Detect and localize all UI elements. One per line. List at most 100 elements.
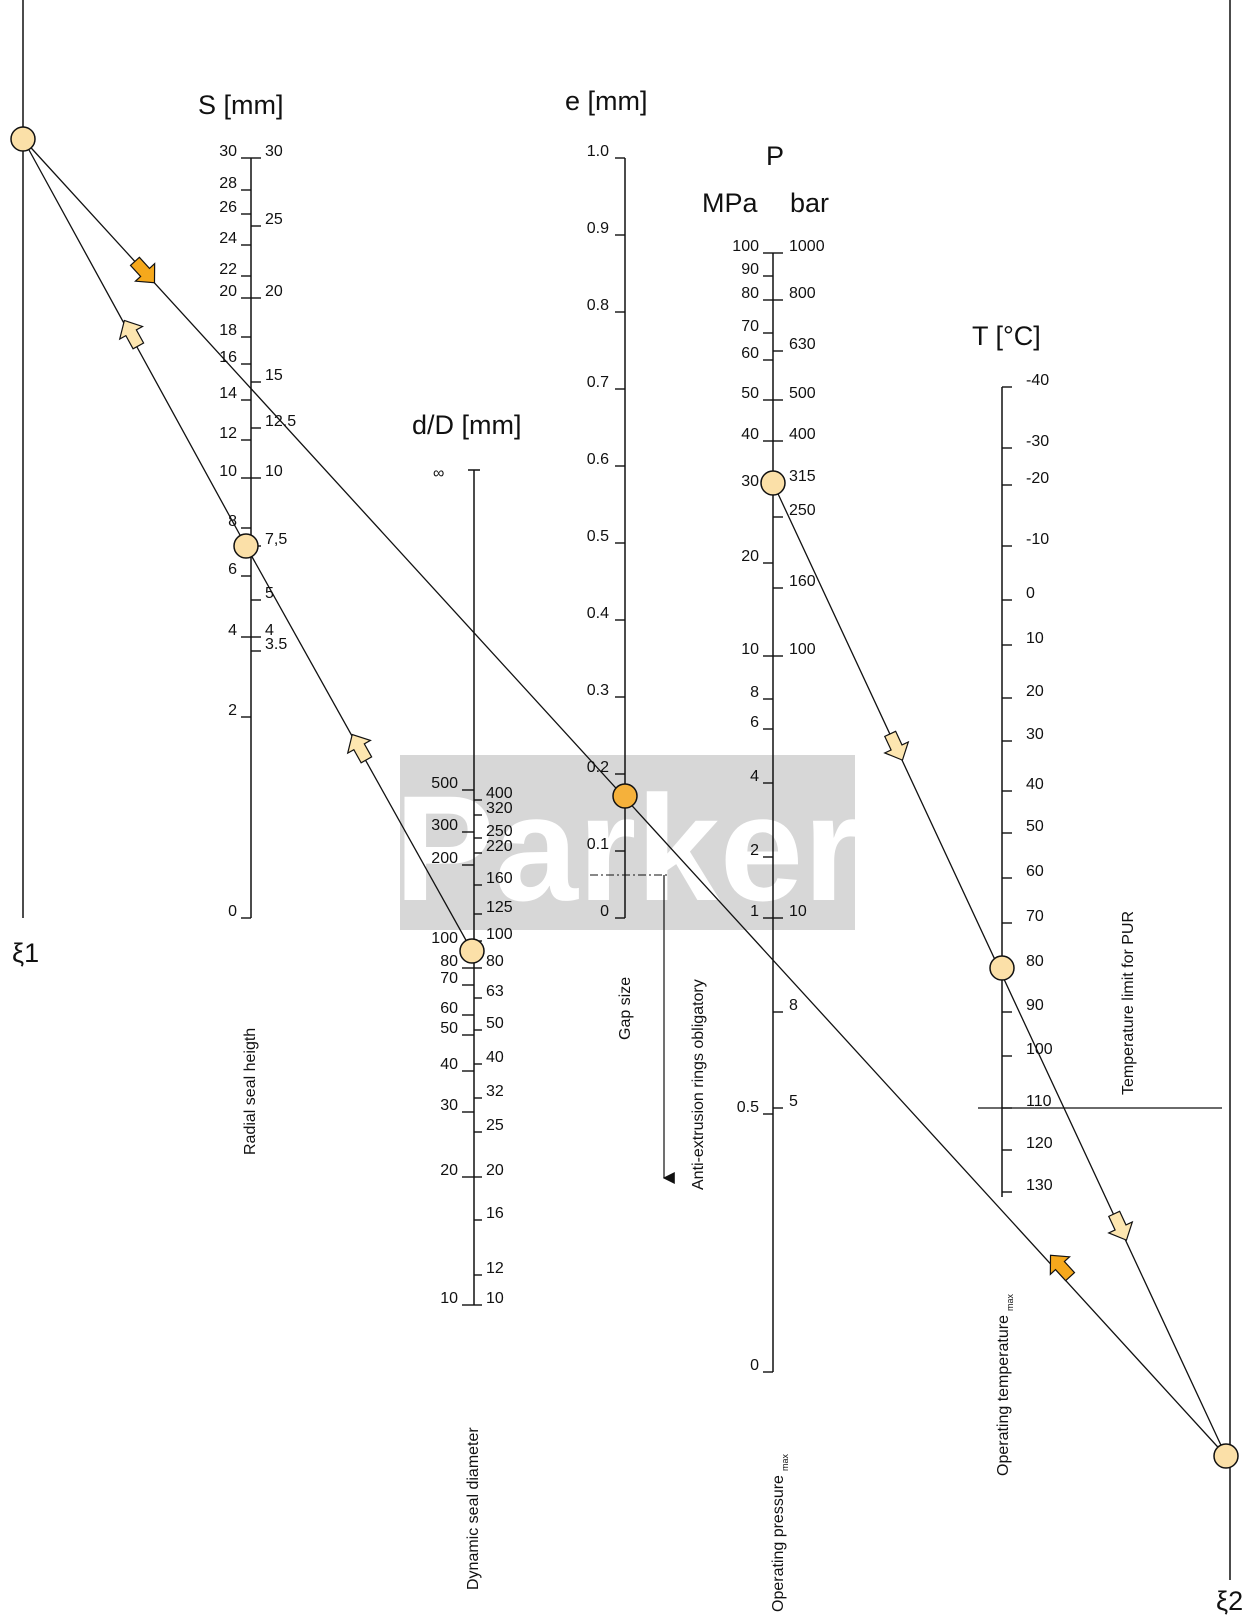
d-right-tick-label: 80 [486, 953, 504, 970]
t-axis-label-sub: max [1005, 1294, 1015, 1312]
s-right-tick-label: 30 [265, 143, 283, 160]
e-left-tick-label: 0.3 [587, 682, 609, 699]
p-left-tick-label: 2 [750, 842, 759, 859]
e-left-tick-label: 0.7 [587, 374, 609, 391]
arrow-xi1-to-e [129, 256, 156, 284]
d-right-tick-label: 400 [486, 785, 513, 802]
s-axis-label: Radial seal heigth [242, 1028, 259, 1155]
marker-xi2 [1213, 1443, 1239, 1469]
direction-arrows [118, 256, 1134, 1282]
p-left-tick-label: 0.5 [737, 1099, 759, 1116]
t-axis-label-main: Operating temperature [995, 1315, 1012, 1476]
p-axis-label-main: Operating pressure [770, 1475, 787, 1612]
t-right-tick-label: -10 [1026, 531, 1049, 548]
s-left-tick-label: 10 [219, 463, 237, 480]
t-right-tick-label: 110 [1026, 1093, 1052, 1110]
p-left-tick-label: 90 [741, 261, 759, 278]
s-left-tick-label: 18 [219, 322, 237, 339]
p-right-tick-label: 10 [789, 903, 807, 920]
e-left-tick-label: 1.0 [587, 143, 609, 160]
p-right-tick-label: 100 [789, 641, 816, 658]
p-right-tick-label: 1000 [789, 238, 825, 255]
t-title: T [°C] [972, 321, 1041, 351]
t-scale: T [°C] -40 -30 -20 -10 0 10 20 30 40 50 60 70 80 90 10… [972, 321, 1222, 1476]
p-right-tick-label: 8 [789, 997, 798, 1014]
d-right-tick-label: 20 [486, 1162, 504, 1179]
t-right-tick-label: 10 [1026, 630, 1044, 647]
t-right-tick-label: -20 [1026, 470, 1049, 487]
s-title: S [mm] [198, 90, 284, 120]
p-left-tick-label: 10 [741, 641, 759, 658]
p-right-tick-label: 400 [789, 426, 816, 443]
temp-limit-label: Temperature limit for PUR [1120, 911, 1137, 1095]
s-left-tick-label: 30 [219, 143, 237, 160]
t-right-tick-label: 70 [1026, 908, 1044, 925]
s-left-tick-label: 6 [228, 561, 237, 578]
d-title: d/D [mm] [412, 410, 522, 440]
t-right-tick-label: 60 [1026, 863, 1044, 880]
e-left-tick-label: 0.5 [587, 528, 609, 545]
d-left-tick-label: 300 [431, 817, 458, 834]
d-right-tick-label: 10 [486, 1290, 504, 1307]
p-left-tick-label: 50 [741, 385, 759, 402]
s-right-tick-label: 10 [265, 463, 283, 480]
d-left-tick-label: 80 [440, 953, 458, 970]
p-right-tick-label: 315 [789, 468, 816, 485]
arrow-xi2-to-e [1049, 1254, 1076, 1282]
p-right-tick-label: 630 [789, 336, 816, 353]
p-left-tick-label: 70 [741, 318, 759, 335]
d-left-tick-label: 200 [431, 850, 458, 867]
p-left-tick-label: 4 [750, 768, 759, 785]
s-left-tick-label: 0 [228, 903, 237, 920]
d-right-tick-label: 100 [486, 926, 513, 943]
p-right-tick-label: 800 [789, 285, 816, 302]
anti-extrusion-indicator: Anti-extrusion rings obligatory [590, 874, 707, 1190]
e-title: e [mm] [565, 86, 648, 116]
d-left-tick-label: 60 [440, 1000, 458, 1017]
xi2-label: ξ2 [1216, 1586, 1243, 1616]
t-right-tick-label: 130 [1026, 1177, 1053, 1194]
d-right-tick-label: 220 [486, 838, 513, 855]
arrow-p-to-xi2-1 [883, 730, 910, 761]
s-right-tick-label: 25 [265, 211, 283, 228]
d-right-tick-label: 125 [486, 899, 513, 916]
s-left-tick-label: 28 [219, 175, 237, 192]
d-left-tick-label: 30 [440, 1097, 458, 1114]
anti-extrusion-label: Anti-extrusion rings obligatory [690, 979, 707, 1190]
p-title: P [766, 141, 784, 171]
s-left-tick-label: 22 [219, 261, 237, 278]
s-left-tick-label: 4 [228, 622, 237, 639]
p-unit-left: MPa [702, 188, 759, 218]
p-right-tick-label: 250 [789, 502, 816, 519]
p-left-tick-label: 100 [732, 238, 759, 255]
d-right-tick-label: 12 [486, 1260, 504, 1277]
t-right-tick-label: 90 [1026, 997, 1044, 1014]
s-left-tick-label: 12 [219, 425, 237, 442]
p-left-tick-label: 8 [750, 684, 759, 701]
d-left-tick-label: 20 [440, 1162, 458, 1179]
d-right-tick-label: 160 [486, 870, 513, 887]
p-axis-label-sub: max [780, 1454, 790, 1472]
p-right-tick-label: 160 [789, 573, 816, 590]
p-right-tick-label: 5 [789, 1093, 798, 1110]
t-right-tick-label: -30 [1026, 433, 1049, 450]
d-right-tick-label: 40 [486, 1049, 504, 1066]
d-right-tick-label: 16 [486, 1205, 504, 1222]
arrow-d-to-s [346, 733, 373, 764]
p-left-tick-label: 30 [741, 473, 759, 490]
arrow-s-to-xi1-1 [118, 319, 145, 350]
marker-s [233, 533, 259, 559]
marker-xi1 [10, 126, 36, 152]
e-left-tick-label: 0 [600, 903, 609, 920]
marker-t [989, 955, 1015, 981]
d-left-tick-label: 40 [440, 1056, 458, 1073]
t-right-tick-label: 40 [1026, 776, 1044, 793]
p-left-tick-label: 6 [750, 714, 759, 731]
p-left-tick-label: 20 [741, 548, 759, 565]
d-left-tick-label: 500 [431, 775, 458, 792]
arrow-p-to-xi2-2 [1107, 1210, 1134, 1241]
d-left-tick-label: 100 [431, 930, 458, 947]
s-left-tick-label: 26 [219, 199, 237, 216]
e-scale: e [mm] 1.00.90.80.70.60.50.40.30.20.10 G… [565, 86, 648, 1040]
